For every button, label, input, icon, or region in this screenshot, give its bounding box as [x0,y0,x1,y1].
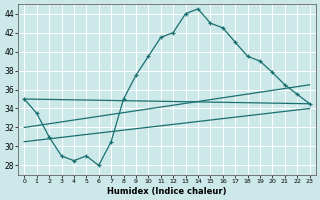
X-axis label: Humidex (Indice chaleur): Humidex (Indice chaleur) [107,187,227,196]
